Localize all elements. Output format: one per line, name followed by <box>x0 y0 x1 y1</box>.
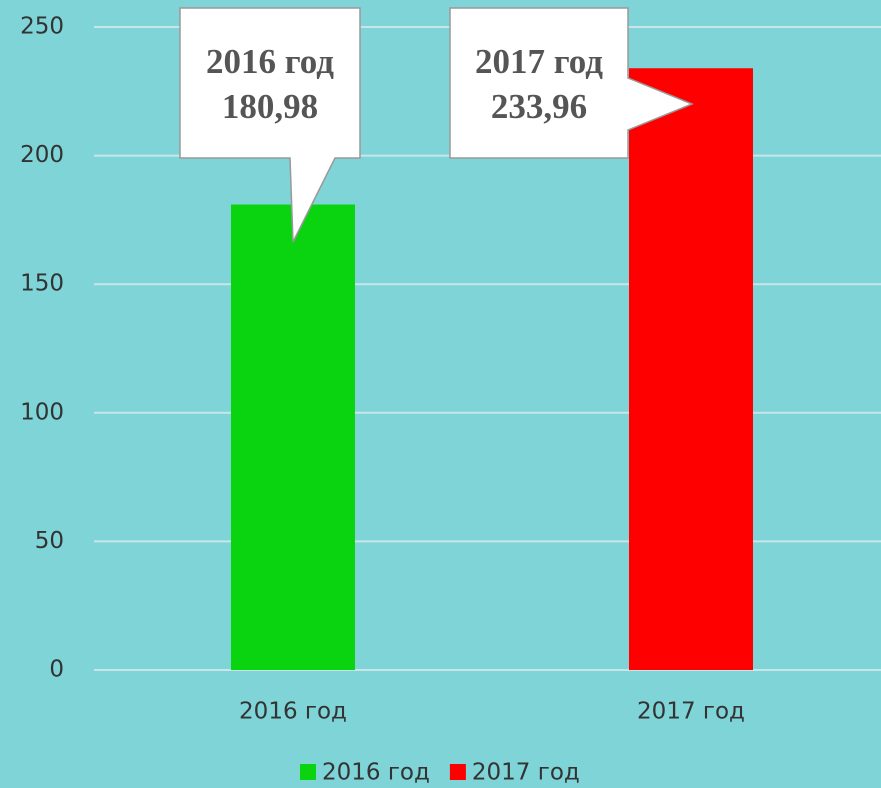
legend-swatch <box>300 764 316 780</box>
legend-label: 2016 год <box>322 760 430 786</box>
bar <box>231 204 355 670</box>
callout-series-name: 2016 год <box>206 42 334 81</box>
callout-box <box>449 7 694 159</box>
data-label: 233,96 <box>491 87 587 126</box>
y-tick-label: 150 <box>20 271 64 297</box>
x-tick-label: 2016 год <box>239 699 347 725</box>
legend-label: 2017 год <box>472 760 580 786</box>
y-tick-label: 0 <box>49 657 64 683</box>
bar <box>629 68 753 670</box>
y-tick-label: 100 <box>20 399 64 425</box>
callout-series-name: 2017 год <box>475 42 603 81</box>
y-tick-label: 50 <box>35 528 64 554</box>
callout-box <box>179 7 361 243</box>
y-tick-label: 200 <box>20 142 64 168</box>
data-label: 180,98 <box>222 87 318 126</box>
y-tick-label: 250 <box>20 14 64 40</box>
x-tick-label: 2017 год <box>637 699 745 725</box>
legend-swatch <box>449 764 466 780</box>
